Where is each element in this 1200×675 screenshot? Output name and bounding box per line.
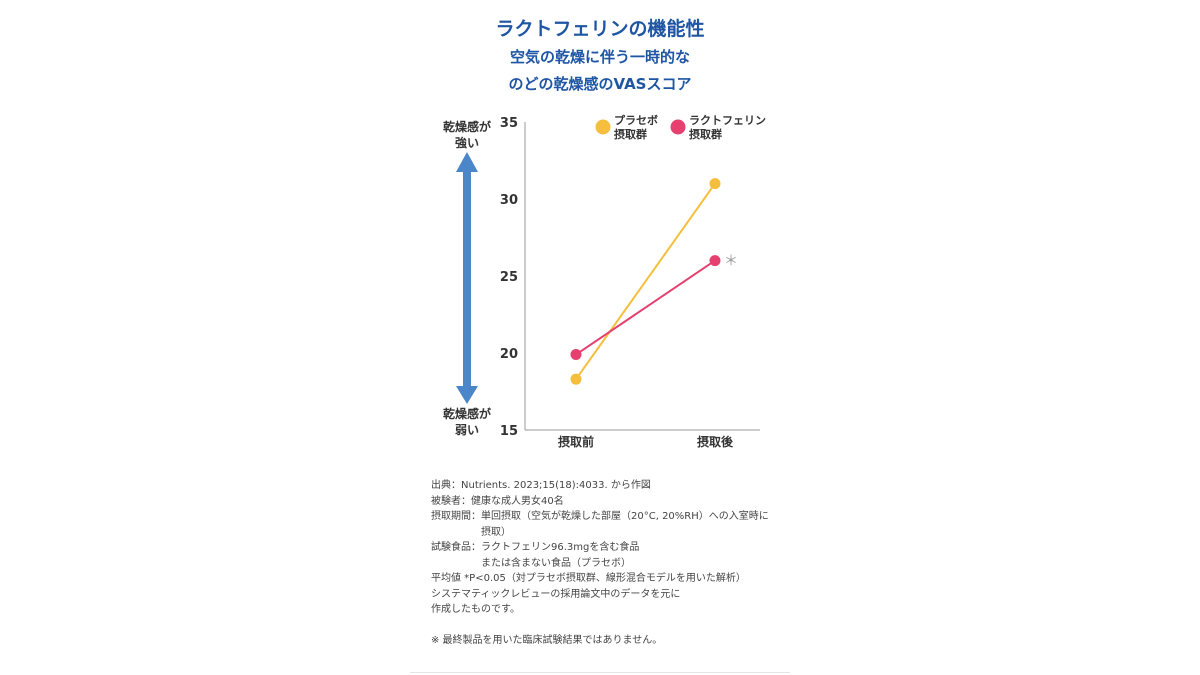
y-tick-label: 35 [500,116,518,131]
y-tick-label: 15 [500,424,518,439]
legend-label-1: 摂取群 [689,127,722,141]
arrow-label-top-2: 強い [455,135,479,150]
series-line-1 [575,259,716,356]
x-tick-label: 摂取前 [558,434,594,449]
legend-label-1: ラクトフェリン [689,114,766,127]
footnote-line: 摂取） [431,526,511,538]
footnote-line: 平均値 *P<0.05（対プラセボ摂取群、線形混合モデルを用いた解析） [431,573,746,584]
significance-mark: ＊ [724,254,738,270]
footnote-line: 摂取期間：単回摂取（空気が乾燥した部屋（20°C, 20%RH）への入室時に [431,511,769,522]
dryness-arrow [456,152,478,404]
footnote-line: ※ 最終製品を用いた臨床試験結果ではありません。 [431,634,663,646]
series-line-0 [575,183,716,380]
legend-label-0: プラセボ [614,113,658,127]
footnote-line: 被験者：健康な成人男女40名 [431,495,564,507]
footnote-line: 試験食品：ラクトフェリン96.3mgを含む食品 [431,542,640,553]
arrow-shaft [463,168,471,390]
legend-marker-1 [670,119,686,135]
x-tick-label: 摂取後 [697,434,734,449]
series-group [570,178,721,385]
data-point-s1-1 [709,255,721,267]
x-tick-labels: 摂取前 摂取後 [558,434,734,449]
arrow-label-bottom-2: 弱い [455,422,479,437]
y-tick-label: 20 [500,347,518,362]
y-tick-label: 25 [500,270,518,285]
chart-subtitle-line-1: 空気の乾燥に伴う一時的な [509,48,690,66]
arrow-head-up [456,152,478,172]
legend-marker-0 [595,119,611,135]
title-block: ラクトフェリンの機能性 空気の乾燥に伴う一時的な のどの乾燥感のVASスコア [0,14,1200,98]
y-tick-label: 30 [500,193,518,208]
data-point-s0-0 [570,373,582,385]
y-tick-labels: 15 20 25 30 35 [500,116,518,439]
data-point-s1-0 [570,349,582,361]
footnote-line: 出典：Nutrients. 2023;15(18):4033. から作図 [431,480,651,491]
footnote-line: 作成したものです。 [431,604,520,615]
legend-label-0: 摂取群 [614,127,647,141]
footnote-line [431,618,801,633]
footnote-line: システマティックレビューの採用論文中のデータを元に [431,588,681,600]
chart-title: ラクトフェリンの機能性 [495,18,705,40]
chart-subtitle-line-2: のどの乾燥感のVASスコア [508,75,692,93]
arrow-head-down [456,386,478,404]
footnote-line: または含まない食品（プラセボ） [431,557,631,569]
arrow-label-top-1: 乾燥感が [443,119,491,134]
divider [410,672,790,673]
arrow-label-bottom-1: 乾燥感が [443,406,491,421]
footnotes: 出典：Nutrients. 2023;15(18):4033. から作図 被験者：… [431,478,801,648]
data-point-s0-1 [709,178,721,190]
